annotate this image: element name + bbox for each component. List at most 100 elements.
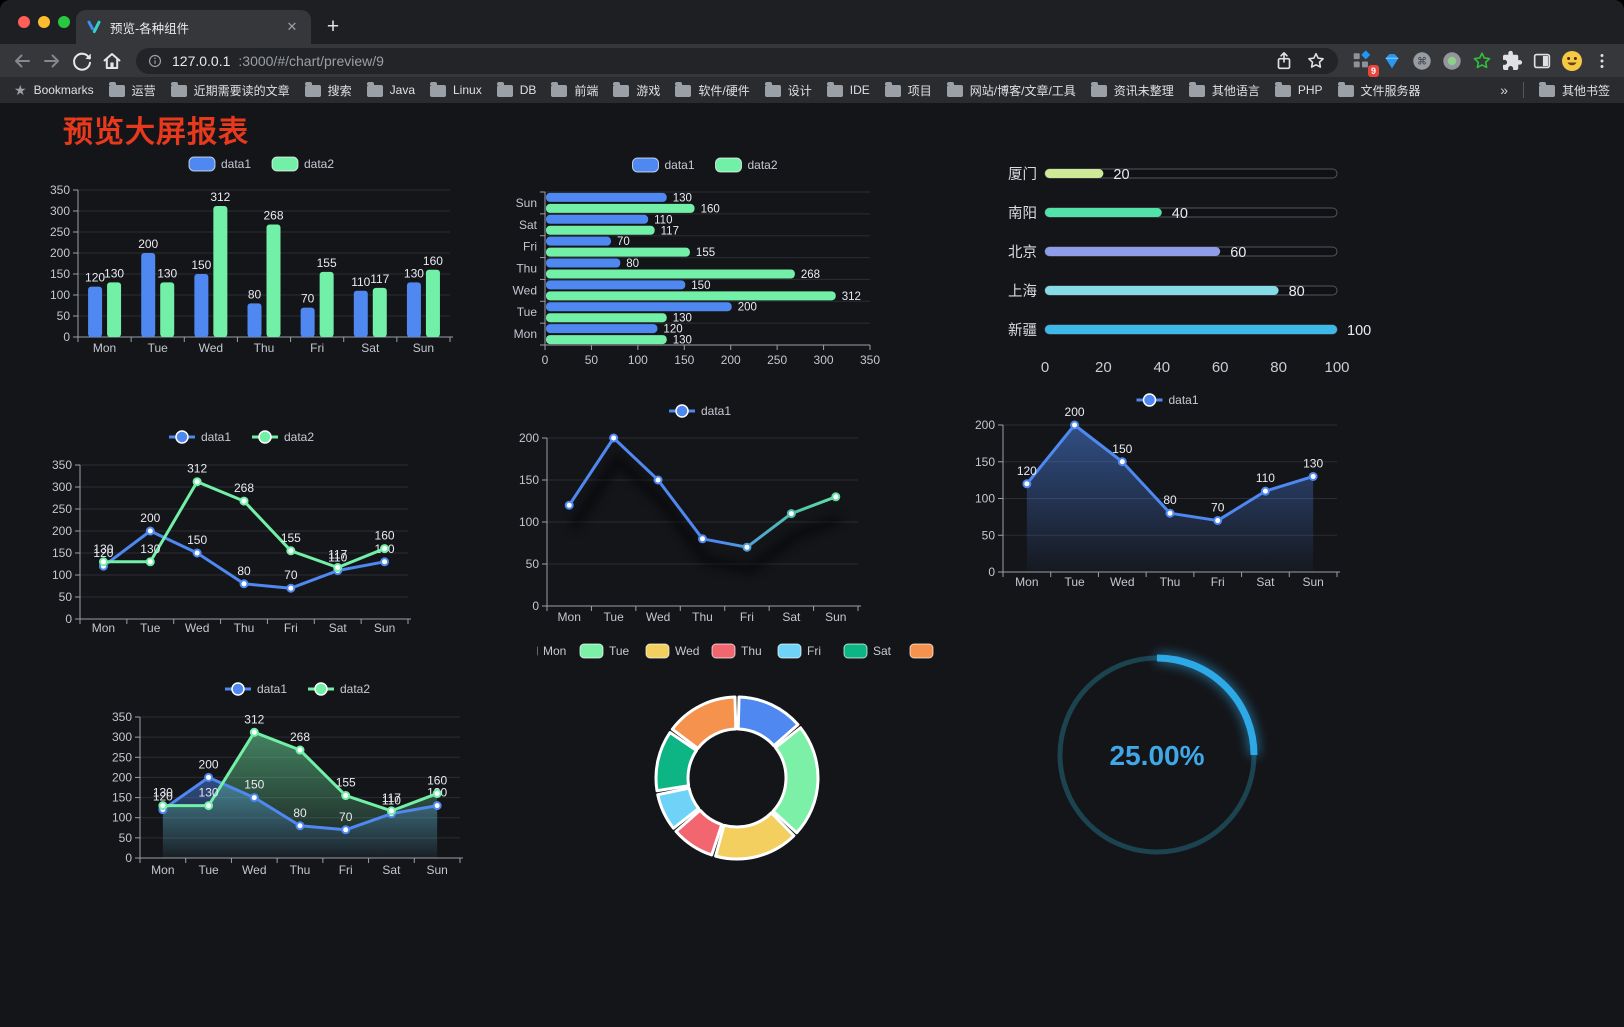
close-window-button[interactable] xyxy=(18,16,30,28)
svg-text:data2: data2 xyxy=(340,682,370,696)
split-view-icon[interactable] xyxy=(1528,47,1556,75)
forward-button[interactable] xyxy=(38,47,66,75)
svg-text:200: 200 xyxy=(140,511,160,525)
svg-text:100: 100 xyxy=(50,288,70,302)
svg-text:110: 110 xyxy=(1256,471,1275,485)
gem-extension-icon[interactable] xyxy=(1378,47,1406,75)
bookmark-folder[interactable]: 网站/博客/文章/工具 xyxy=(946,82,1076,99)
svg-text:130: 130 xyxy=(140,542,160,556)
home-button[interactable] xyxy=(98,47,126,75)
svg-text:data1: data1 xyxy=(1169,393,1199,407)
svg-text:80: 80 xyxy=(1270,359,1287,376)
command-extension-icon[interactable]: ⌘ xyxy=(1408,47,1436,75)
svg-text:Sat: Sat xyxy=(782,610,801,624)
folder-icon xyxy=(551,82,568,97)
svg-text:250: 250 xyxy=(50,225,70,239)
back-button[interactable] xyxy=(8,47,36,75)
svg-text:200: 200 xyxy=(138,237,158,251)
new-tab-button[interactable]: + xyxy=(326,15,340,38)
bookmark-folder[interactable]: Linux xyxy=(430,82,482,99)
zoom-window-button[interactable] xyxy=(58,16,70,28)
bookmark-folder[interactable]: 文件服务器 xyxy=(1337,82,1421,99)
svg-text:100: 100 xyxy=(112,811,132,825)
address-bar[interactable]: 127.0.0.1:3000/#/chart/preview/9 xyxy=(136,47,1338,74)
svg-text:Fri: Fri xyxy=(339,863,353,877)
svg-text:250: 250 xyxy=(767,353,787,367)
horizontal-bar-chart-canvas: data1 data2 0 50 100 150 200 250 300 350 Sun 130 160… xyxy=(513,157,880,367)
share-icon[interactable] xyxy=(1272,49,1296,73)
svg-text:Thu: Thu xyxy=(692,610,713,624)
green-star-extension-icon[interactable] xyxy=(1468,47,1496,75)
site-info-icon[interactable] xyxy=(146,52,164,70)
svg-text:Tue: Tue xyxy=(609,644,630,658)
browser-tab[interactable]: 预览-各种组件 ✕ xyxy=(76,10,311,44)
bookmark-folder[interactable]: 软件/硬件 xyxy=(675,82,750,99)
menu-kebab-icon[interactable] xyxy=(1588,47,1616,75)
svg-text:70: 70 xyxy=(617,236,630,248)
tab-close-icon[interactable]: ✕ xyxy=(286,19,298,34)
bookmarks-overflow-icon[interactable]: » xyxy=(1500,82,1508,98)
horizontal-bar-chart: data1 data2 0 50 100 150 200 250 300 350 Sun 130 160… xyxy=(505,150,905,400)
svg-text:Sun: Sun xyxy=(1302,575,1323,589)
record-extension-icon[interactable] xyxy=(1438,47,1466,75)
bookmark-folder[interactable]: PHP xyxy=(1274,82,1323,99)
other-bookmarks[interactable]: 其他书签 xyxy=(1538,82,1610,99)
svg-text:Tue: Tue xyxy=(604,610,625,624)
bookmark-folder-label: DB xyxy=(519,83,537,97)
bookmark-folder[interactable]: 搜索 xyxy=(304,82,352,99)
svg-text:25.00%: 25.00% xyxy=(1110,740,1205,771)
bookmark-folder-list: 运营 近期需要读的文章 搜索 Java Linux DB 前端 游戏 软件/硬件 设计 IDE 项目 网… xyxy=(108,82,1421,99)
svg-text:130: 130 xyxy=(157,266,177,280)
svg-text:268: 268 xyxy=(290,730,310,744)
reload-button[interactable] xyxy=(68,47,96,75)
bookmarks-root[interactable]: ★ Bookmarks xyxy=(14,83,94,97)
svg-text:80: 80 xyxy=(293,806,307,820)
bookmarks-star-icon: ★ xyxy=(14,82,27,98)
bookmark-folder[interactable]: DB xyxy=(496,82,537,99)
svg-text:110: 110 xyxy=(382,794,401,808)
bookmark-star-icon[interactable] xyxy=(1304,49,1328,73)
svg-text:268: 268 xyxy=(234,481,254,495)
svg-text:120: 120 xyxy=(1017,464,1037,478)
bookmark-folder[interactable]: 其他语言 xyxy=(1188,82,1260,99)
bookmark-folder[interactable]: 运营 xyxy=(108,82,156,99)
svg-text:0: 0 xyxy=(1041,359,1049,376)
svg-text:160: 160 xyxy=(375,529,395,543)
bookmark-folder[interactable]: IDE xyxy=(826,82,870,99)
svg-text:200: 200 xyxy=(199,757,219,771)
extension-blocks-icon[interactable]: 9 xyxy=(1348,47,1379,77)
minimize-window-button[interactable] xyxy=(38,16,50,28)
svg-text:data1: data1 xyxy=(221,157,251,171)
extensions-puzzle-icon[interactable] xyxy=(1498,47,1526,75)
bookmark-folder[interactable]: 前端 xyxy=(551,82,598,99)
svg-text:60: 60 xyxy=(1230,245,1246,261)
svg-text:150: 150 xyxy=(50,267,70,281)
bookmark-folder[interactable]: 设计 xyxy=(764,82,812,99)
svg-text:100: 100 xyxy=(1324,359,1349,376)
svg-text:130: 130 xyxy=(1303,456,1323,470)
svg-text:312: 312 xyxy=(244,712,264,726)
bookmark-folder[interactable]: 资讯未整理 xyxy=(1090,82,1174,99)
folder-icon xyxy=(1188,82,1205,97)
svg-text:Thu: Thu xyxy=(1160,575,1181,589)
folder-icon xyxy=(430,82,446,97)
emoji-avatar-icon xyxy=(1560,49,1584,73)
svg-text:150: 150 xyxy=(112,791,132,805)
svg-text:350: 350 xyxy=(860,353,880,367)
svg-text:Sun: Sun xyxy=(374,621,395,635)
svg-text:Sat: Sat xyxy=(1256,575,1275,589)
profile-avatar[interactable] xyxy=(1558,47,1586,75)
svg-text:300: 300 xyxy=(52,480,72,494)
dual-area-chart-canvas: data1 data2 0 50 100 150 200 250 300 350 Mon Tue Wed… xyxy=(112,682,463,877)
bookmark-folder[interactable]: 游戏 xyxy=(613,82,660,99)
svg-text:300: 300 xyxy=(50,204,70,218)
bookmark-folder[interactable]: Java xyxy=(366,82,415,99)
bookmark-folder[interactable]: 项目 xyxy=(884,82,932,99)
svg-text:Mon: Mon xyxy=(92,621,115,635)
folder-icon xyxy=(1090,82,1107,97)
bookmark-folder-label: 游戏 xyxy=(636,83,661,98)
svg-text:Mon: Mon xyxy=(558,610,581,624)
svg-text:200: 200 xyxy=(1065,405,1085,419)
svg-text:Wed: Wed xyxy=(675,644,699,658)
bookmark-folder[interactable]: 近期需要读的文章 xyxy=(170,82,290,99)
